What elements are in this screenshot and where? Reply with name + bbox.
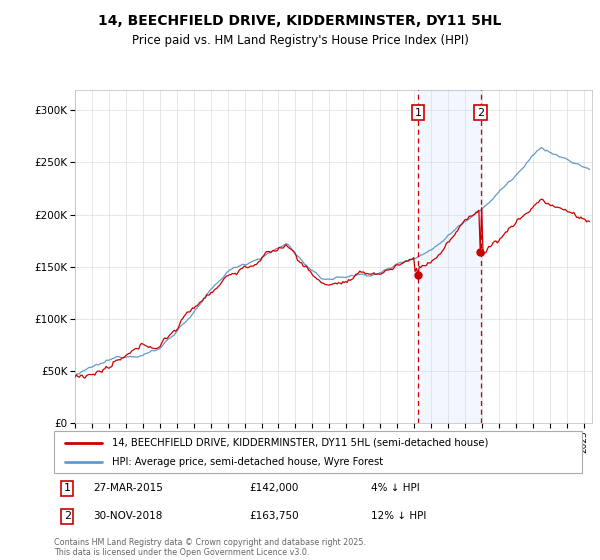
Bar <box>418 90 481 423</box>
Text: 30-NOV-2018: 30-NOV-2018 <box>94 511 163 521</box>
Text: 1: 1 <box>64 483 71 493</box>
Text: 4% ↓ HPI: 4% ↓ HPI <box>371 483 419 493</box>
Text: Contains HM Land Registry data © Crown copyright and database right 2025.
This d: Contains HM Land Registry data © Crown c… <box>54 538 366 557</box>
Text: 2: 2 <box>64 511 71 521</box>
Text: 14, BEECHFIELD DRIVE, KIDDERMINSTER, DY11 5HL (semi-detached house): 14, BEECHFIELD DRIVE, KIDDERMINSTER, DY1… <box>112 437 488 447</box>
Text: 12% ↓ HPI: 12% ↓ HPI <box>371 511 426 521</box>
Text: £142,000: £142,000 <box>250 483 299 493</box>
Text: 1: 1 <box>415 108 422 118</box>
Text: 2: 2 <box>477 108 484 118</box>
Text: HPI: Average price, semi-detached house, Wyre Forest: HPI: Average price, semi-detached house,… <box>112 457 383 467</box>
Text: Price paid vs. HM Land Registry's House Price Index (HPI): Price paid vs. HM Land Registry's House … <box>131 34 469 46</box>
FancyBboxPatch shape <box>54 431 582 473</box>
Text: 27-MAR-2015: 27-MAR-2015 <box>94 483 163 493</box>
Text: £163,750: £163,750 <box>250 511 299 521</box>
Text: 14, BEECHFIELD DRIVE, KIDDERMINSTER, DY11 5HL: 14, BEECHFIELD DRIVE, KIDDERMINSTER, DY1… <box>98 14 502 28</box>
